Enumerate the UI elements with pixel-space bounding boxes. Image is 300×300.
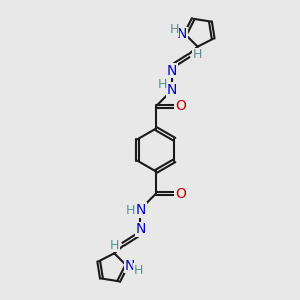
Text: H: H — [110, 238, 120, 252]
Text: O: O — [175, 99, 186, 113]
Text: N: N — [167, 64, 178, 78]
Text: H: H — [134, 264, 143, 277]
Text: O: O — [175, 187, 186, 201]
Text: N: N — [177, 27, 188, 41]
Text: N: N — [136, 203, 146, 217]
Text: N: N — [167, 83, 178, 97]
Text: H: H — [192, 48, 202, 62]
Text: H: H — [169, 23, 178, 36]
Text: H: H — [158, 78, 167, 91]
Text: N: N — [136, 222, 146, 236]
Text: N: N — [125, 259, 135, 273]
Text: H: H — [126, 203, 135, 217]
